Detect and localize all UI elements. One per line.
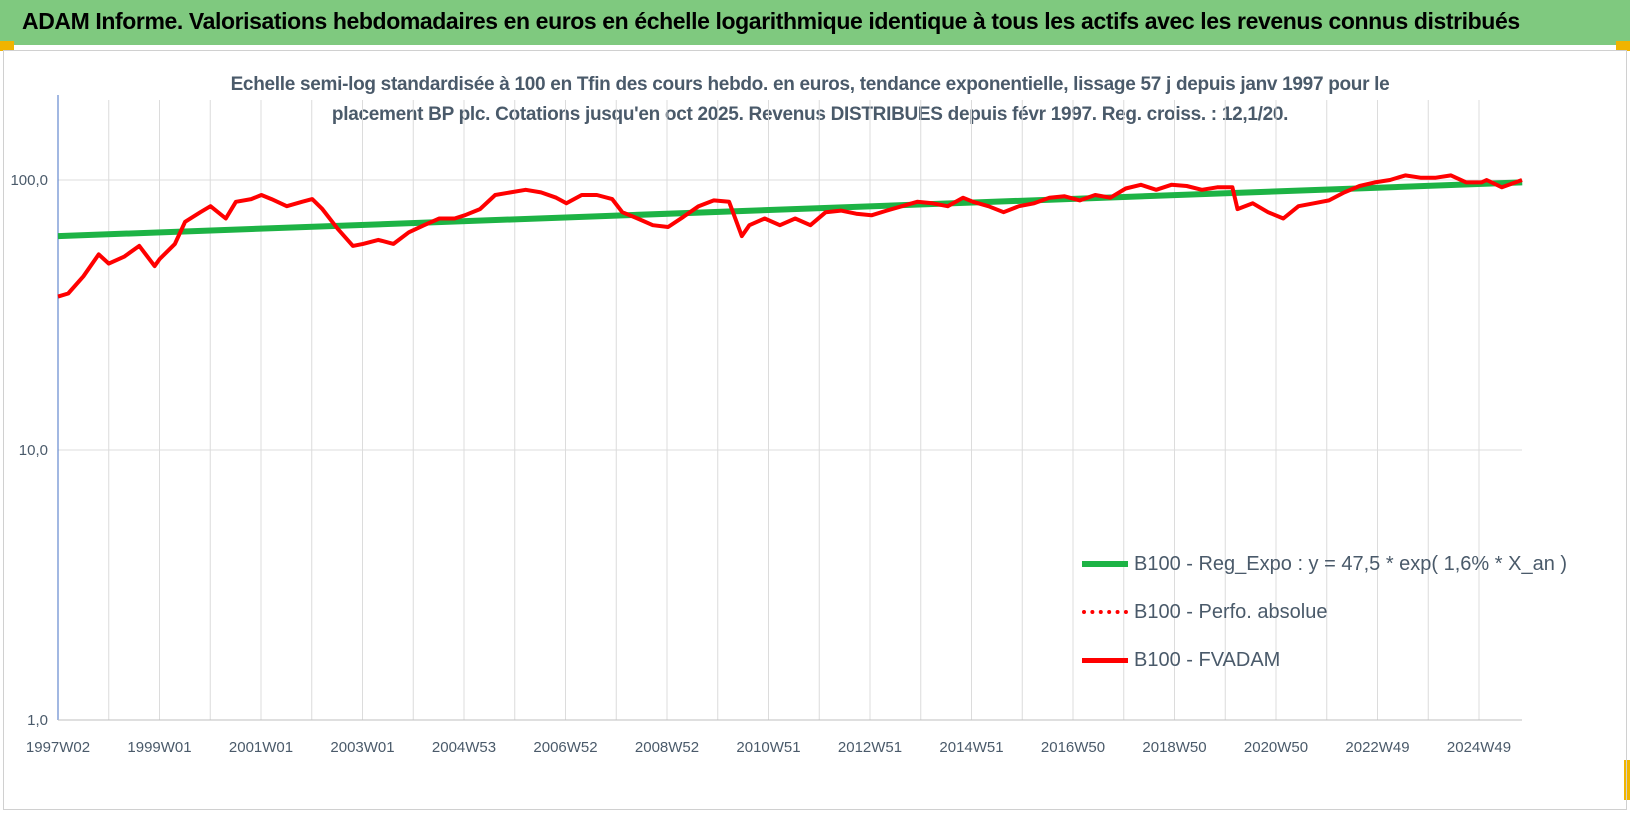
corner-marker — [1616, 41, 1630, 51]
corner-marker — [1624, 760, 1630, 800]
legend-swatch-perfo — [1082, 610, 1128, 614]
corner-marker — [0, 41, 14, 51]
x-tick-label: 2016W50 — [1041, 739, 1105, 756]
trend-line — [57, 179, 1523, 240]
chart-title: Echelle semi-log standardisée à 100 en T… — [180, 70, 1440, 130]
chart-legend: B100 - Reg_Expo : y = 47,5 * exp( 1,6% *… — [1082, 540, 1567, 684]
y-tick-label: 1,0 — [27, 712, 48, 729]
x-tick-label: 2008W52 — [635, 739, 699, 756]
report-title: ADAM Informe. Valorisations hebdomadaire… — [22, 8, 1520, 34]
legend-label-fvadam: B100 - FVADAM — [1134, 648, 1281, 671]
chart-title-line-1: Echelle semi-log standardisée à 100 en T… — [230, 74, 1390, 95]
fvadam-line — [57, 173, 1523, 299]
x-tick-label: 2010W51 — [736, 739, 800, 756]
chart-frame — [3, 50, 1627, 810]
x-tick-label: 2022W49 — [1345, 739, 1409, 756]
legend-label-perfo: B100 - Perfo. absolue — [1134, 600, 1328, 623]
x-tick-label: 2012W51 — [838, 739, 902, 756]
x-tick-label: 2018W50 — [1142, 739, 1206, 756]
header-banner: ADAM Informe. Valorisations hebdomadaire… — [0, 0, 1630, 45]
x-tick-label: 2014W51 — [939, 739, 1003, 756]
legend-item-fvadam: B100 - FVADAM — [1082, 636, 1567, 684]
x-tick-label: 2001W01 — [229, 739, 293, 756]
series-lines — [57, 173, 1523, 299]
x-tick-label: 1999W01 — [127, 739, 191, 756]
x-tick-label: 2004W53 — [432, 739, 496, 756]
legend-item-trend: B100 - Reg_Expo : y = 47,5 * exp( 1,6% *… — [1082, 540, 1567, 588]
x-tick-label: 1997W02 — [26, 739, 90, 756]
legend-swatch-fvadam — [1082, 657, 1128, 663]
y-tick-label: 10,0 — [19, 442, 48, 459]
x-tick-label: 2003W01 — [330, 739, 394, 756]
y-tick-label: 100,0 — [10, 172, 48, 189]
x-tick-label: 2020W50 — [1244, 739, 1308, 756]
legend-swatch-trend — [1082, 561, 1128, 567]
chart-title-line-2: placement BP plc. Cotations jusqu'en oct… — [331, 104, 1289, 125]
x-tick-label: 2024W49 — [1447, 739, 1511, 756]
x-tick-label: 2006W52 — [533, 739, 597, 756]
legend-label-trend: B100 - Reg_Expo : y = 47,5 * exp( 1,6% *… — [1134, 552, 1568, 575]
axes: 1,0 10,0 100,0 1997W02 1999W01 2001W01 2003W01… — [10, 95, 1522, 756]
legend-item-perfo: B100 - Perfo. absolue — [1082, 588, 1567, 636]
